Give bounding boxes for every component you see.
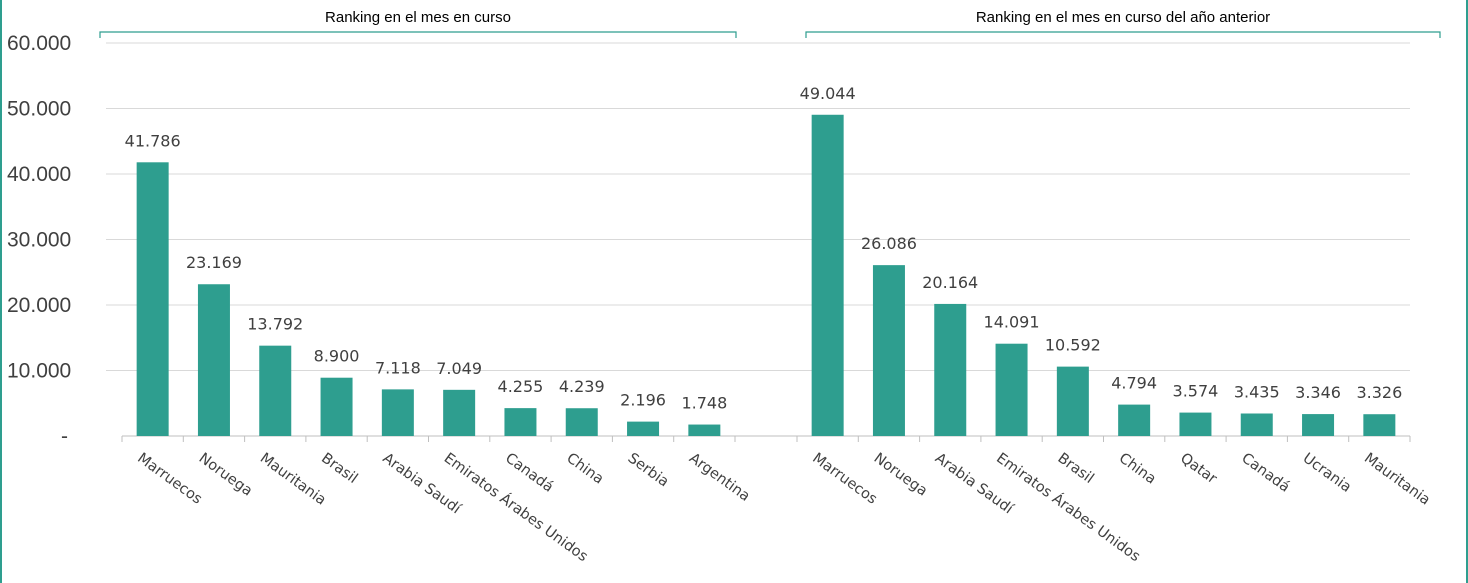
data-label: 20.164 [922,273,978,292]
y-tick-label: 40.000 [7,163,71,186]
x-tick-label: Noruega [196,450,255,499]
bar [995,343,1028,436]
bar [627,421,660,436]
bar [1240,413,1273,436]
data-label: 7.049 [436,359,482,378]
x-tick-label: Mauritania [257,450,329,508]
data-label: 4.239 [559,377,605,396]
bar [872,265,905,436]
bar [1118,404,1151,436]
data-label: 3.574 [1173,382,1219,401]
x-tick-label: China [563,450,606,487]
data-label: 41.786 [125,131,181,150]
y-tick-label: - [61,425,68,448]
bar [259,345,292,436]
data-label: 14.091 [984,313,1040,332]
group-title: Ranking en el mes en curso [325,9,511,26]
bar [1363,414,1396,436]
x-tick-label: Brasil [1054,450,1096,487]
data-label: 13.792 [247,315,303,334]
data-label: 4.255 [498,377,544,396]
x-tick-label: Marruecos [809,450,880,507]
data-label: 26.086 [861,234,917,253]
bar [565,408,598,436]
bar [811,114,844,436]
bar [320,377,353,436]
bar [136,162,169,436]
data-label: 8.900 [314,347,360,366]
x-tick-label: Argentina [686,450,753,505]
data-label: 1.748 [681,394,727,413]
data-label: 10.592 [1045,336,1101,355]
bar [1179,412,1212,436]
group-bracket [99,31,737,38]
data-label: 49.044 [800,84,856,103]
data-label: 3.346 [1295,383,1341,402]
bar [934,303,967,436]
bar [381,389,414,436]
x-tick-label: China [1116,450,1159,487]
x-tick-label: Mauritania [1361,450,1433,508]
data-label: 4.794 [1111,374,1157,393]
x-tick-label: Canadá [502,450,556,495]
y-tick-label: 50.000 [7,98,71,121]
data-label: 3.326 [1356,383,1402,402]
bar [688,424,721,436]
bar [197,284,230,436]
y-tick-label: 30.000 [7,229,71,252]
bar [1302,414,1335,436]
data-label: 7.118 [375,358,421,377]
x-tick-label: Ucrania [1300,450,1354,496]
bar [443,389,476,436]
x-tick-label: Noruega [871,450,930,499]
x-tick-label: Canadá [1238,450,1292,495]
data-label: 23.169 [186,253,242,272]
data-label: 3.435 [1234,383,1280,402]
data-label: 2.196 [620,391,666,410]
bar [1056,366,1089,436]
x-tick-label: Qatar [1177,450,1219,487]
x-tick-label: Marruecos [134,450,205,507]
y-tick-label: 60.000 [7,32,71,55]
bar [504,408,537,436]
y-tick-label: 20.000 [7,294,71,317]
x-tick-label: Brasil [318,450,360,487]
y-tick-label: 10.000 [7,360,71,383]
x-tick-label: Serbia [625,450,672,490]
group-title: Ranking en el mes en curso del año anter… [976,9,1270,26]
group-bracket [805,31,1441,38]
